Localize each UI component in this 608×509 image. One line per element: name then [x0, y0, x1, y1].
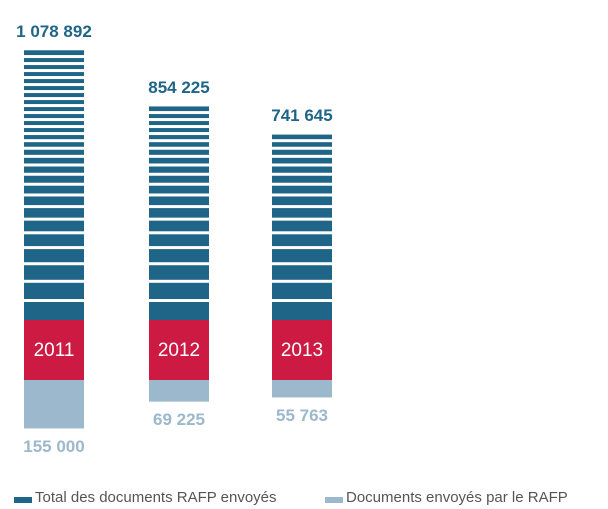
stripe-gap — [24, 55, 84, 59]
stripe-gap — [272, 163, 332, 167]
stripe-gap — [24, 118, 84, 122]
stripe-gap — [24, 262, 84, 266]
value-label: 55 763 — [276, 406, 328, 425]
stripe-gap — [24, 172, 84, 176]
stripe-gap — [272, 193, 332, 197]
stripe-gap — [24, 193, 84, 197]
stripe-gap — [24, 97, 84, 101]
bar — [272, 380, 332, 398]
stripe-gap — [149, 125, 209, 129]
stripe-gap — [149, 246, 209, 250]
stripe-gap — [24, 246, 84, 250]
stripe-gap — [24, 76, 84, 80]
stripe-gap — [149, 163, 209, 167]
stripe-gap — [272, 139, 332, 143]
value-label: 854 225 — [148, 78, 209, 97]
stripe-gap — [149, 132, 209, 136]
stripe-gap — [272, 217, 332, 221]
stripe-gap — [24, 69, 84, 73]
stripe-gap — [149, 205, 209, 209]
category-label: 2011 — [34, 340, 75, 361]
stripe-gap — [149, 182, 209, 186]
category-box — [149, 320, 209, 380]
stripe-gap — [149, 139, 209, 143]
stripe-gap — [24, 146, 84, 150]
stripe-gap — [272, 146, 332, 150]
legend-swatch — [14, 497, 32, 503]
stripe-gap — [149, 262, 209, 266]
legend-swatch — [325, 497, 343, 503]
value-label: 69 225 — [153, 410, 205, 429]
stripe-gap — [24, 62, 84, 66]
stripe-gap — [24, 139, 84, 143]
stripe-gap — [24, 279, 84, 283]
stripe-gap — [149, 217, 209, 221]
legend-label: Total des documents RAFP envoyés — [35, 489, 277, 506]
stripe-gap — [24, 299, 84, 302]
stripe-gap — [149, 193, 209, 197]
bar — [149, 380, 209, 402]
stripe-gap — [24, 90, 84, 94]
stripe-gap — [272, 182, 332, 186]
bar — [149, 106, 209, 320]
bar — [24, 380, 84, 429]
stripe-gap — [272, 262, 332, 266]
value-label: 155 000 — [23, 437, 84, 456]
stripe-gap — [149, 172, 209, 176]
stripe-gap — [24, 205, 84, 209]
stripe-gap — [149, 118, 209, 122]
stripe-gap — [149, 154, 209, 158]
stripe-gap — [272, 172, 332, 176]
stripe-gap — [272, 246, 332, 250]
stripe-gap — [24, 182, 84, 186]
stripe-gap — [149, 299, 209, 302]
stripe-gap — [24, 111, 84, 115]
legend-label: Documents envoyés par le RAFP — [346, 489, 568, 506]
stripe-gap — [24, 217, 84, 221]
stripe-gap — [149, 231, 209, 235]
bar — [272, 134, 332, 320]
stripe-gap — [24, 83, 84, 87]
stripe-gap — [24, 132, 84, 136]
stripe-gap — [24, 154, 84, 158]
stripe-gap — [272, 205, 332, 209]
stripe-gap — [149, 111, 209, 115]
stripe-gap — [272, 154, 332, 158]
stripe-gap — [24, 231, 84, 235]
category-box — [272, 320, 332, 380]
stripe-gap — [272, 299, 332, 302]
category-box — [24, 320, 84, 380]
category-label: 2013 — [281, 340, 323, 361]
category-label: 2012 — [158, 340, 200, 361]
stripe-gap — [272, 231, 332, 235]
stripe-gap — [24, 125, 84, 129]
value-label: 741 645 — [271, 106, 332, 125]
stripe-gap — [24, 163, 84, 167]
stripe-gap — [149, 279, 209, 283]
stripe-gap — [149, 146, 209, 150]
value-label: 1 078 892 — [16, 22, 92, 41]
stripe-gap — [272, 279, 332, 283]
stripe-gap — [24, 104, 84, 108]
